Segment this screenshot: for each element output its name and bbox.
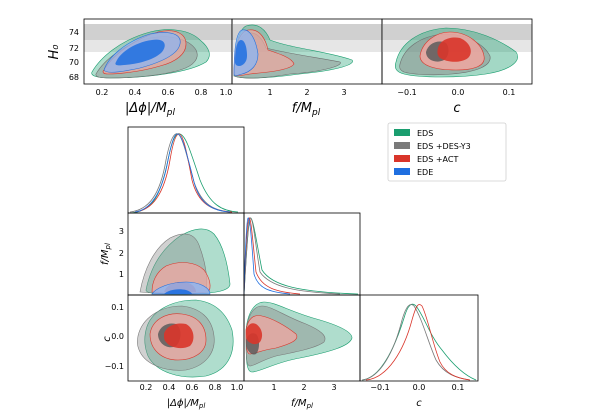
ylabel-h0: H₀: [47, 44, 62, 60]
panel-1d-c: [359, 294, 479, 382]
curve-eds-f: [243, 217, 359, 295]
ylabel-c: c: [102, 336, 113, 342]
panel-h0-c: [381, 18, 533, 85]
legend-swatch-ede: [394, 168, 410, 175]
xtick-b-dphi-0.4: 0.4: [163, 383, 176, 392]
ytick-70: 70: [69, 58, 79, 67]
curve-ede-f: [243, 217, 291, 295]
ytick-72: 72: [69, 44, 79, 53]
xlabel-c-top: c: [453, 101, 460, 116]
panel-1d-dphi: [127, 126, 245, 214]
panel-f-dphi: [127, 212, 245, 296]
xtick-b-dphi-1.0: 1.0: [231, 383, 244, 392]
ytick-c-neg0.1: −0.1: [105, 362, 124, 371]
ytick-74: 74: [69, 28, 79, 37]
xtick-b-c-neg0.1: −0.1: [370, 383, 389, 392]
legend-swatch-eds: [394, 129, 410, 136]
xlabel-c-bottom: c: [416, 398, 422, 409]
contour-ede-inner-fdphi: [164, 289, 192, 294]
curve-des-dphi: [129, 133, 233, 213]
legend-label-act: EDS +ACT: [417, 155, 458, 164]
xtick-b-dphi-0.8: 0.8: [209, 383, 222, 392]
legend-label-des: EDS +DES-Y3: [417, 142, 471, 151]
ticks-top-row: 74 72 70 68 0.2 0.4 0.6 0.8 1.0 1 2 3 −0…: [69, 28, 516, 97]
ytick-f-1: 1: [119, 270, 124, 279]
legend-label-eds: EDS: [417, 129, 433, 138]
contour-ede-inner-h0f: [235, 40, 247, 66]
xtick-dphi-0.4: 0.4: [129, 88, 142, 97]
ytick-c-0.0: 0.0: [111, 332, 124, 341]
xtick-b-f-3: 3: [331, 383, 336, 392]
xlabel-dphi-top: |Δϕ|/Mpl: [125, 101, 176, 118]
xtick-c-0.0: 0.0: [452, 88, 465, 97]
xtick-f-3: 3: [341, 88, 346, 97]
contour-act-inner-cf: [246, 323, 263, 345]
ytick-f-3: 3: [119, 227, 124, 236]
panel-1d-f: [243, 212, 361, 296]
xtick-dphi-0.8: 0.8: [195, 88, 208, 97]
panel-h0-f: [231, 18, 383, 85]
xtick-c-neg0.1: −0.1: [397, 88, 416, 97]
xtick-c-0.1: 0.1: [503, 88, 516, 97]
legend-swatch-des: [394, 142, 410, 149]
xtick-b-dphi-0.2: 0.2: [140, 383, 153, 392]
xlabel-f-top: f/Mpl: [292, 101, 321, 118]
ytick-68: 68: [69, 73, 79, 82]
ticks-triangle: 3 2 1 0.1 0.0 −0.1 0.2 0.4 0.6 0.8 1.0 1…: [105, 227, 465, 392]
xlabel-dphi-bottom: |Δϕ|/Mpl: [167, 398, 206, 410]
xtick-b-f-1: 1: [271, 383, 276, 392]
curve-des-f: [243, 217, 341, 295]
contour-ede-fdphi: [151, 281, 211, 295]
legend-label-ede: EDE: [417, 168, 433, 177]
xtick-b-f-2: 2: [301, 383, 306, 392]
xtick-f-1: 1: [267, 88, 272, 97]
xlabel-f-bottom: f/Mpl: [291, 398, 313, 410]
curve-act-c: [365, 304, 471, 381]
xtick-f-2: 2: [304, 88, 309, 97]
ylabel-f: f/Mpl: [100, 243, 112, 265]
panel-c-f: [243, 294, 361, 382]
ytick-f-2: 2: [119, 249, 124, 258]
ytick-c-0.1: 0.1: [111, 303, 124, 312]
curve-des-c: [361, 304, 471, 381]
contour-act-inner-cdphi: [164, 323, 194, 349]
contour-ede-inner: [115, 39, 165, 66]
contour-act-inner-h0c: [437, 37, 471, 62]
xtick-dphi-0.2: 0.2: [96, 88, 109, 97]
panel-c-dphi: [127, 294, 245, 382]
xtick-b-c-0.1: 0.1: [452, 383, 465, 392]
curve-act-dphi: [134, 133, 233, 213]
xtick-dphi-0.6: 0.6: [162, 88, 175, 97]
xtick-b-c-0.0: 0.0: [413, 383, 426, 392]
panel-h0-dphi: [83, 18, 233, 85]
xtick-dphi-1.0: 1.0: [220, 88, 233, 97]
curve-ede-dphi: [134, 133, 231, 213]
legend: EDS EDS +DES-Y3 EDS +ACT EDE: [387, 122, 507, 182]
xtick-b-dphi-0.6: 0.6: [186, 383, 199, 392]
legend-swatch-act: [394, 155, 410, 162]
